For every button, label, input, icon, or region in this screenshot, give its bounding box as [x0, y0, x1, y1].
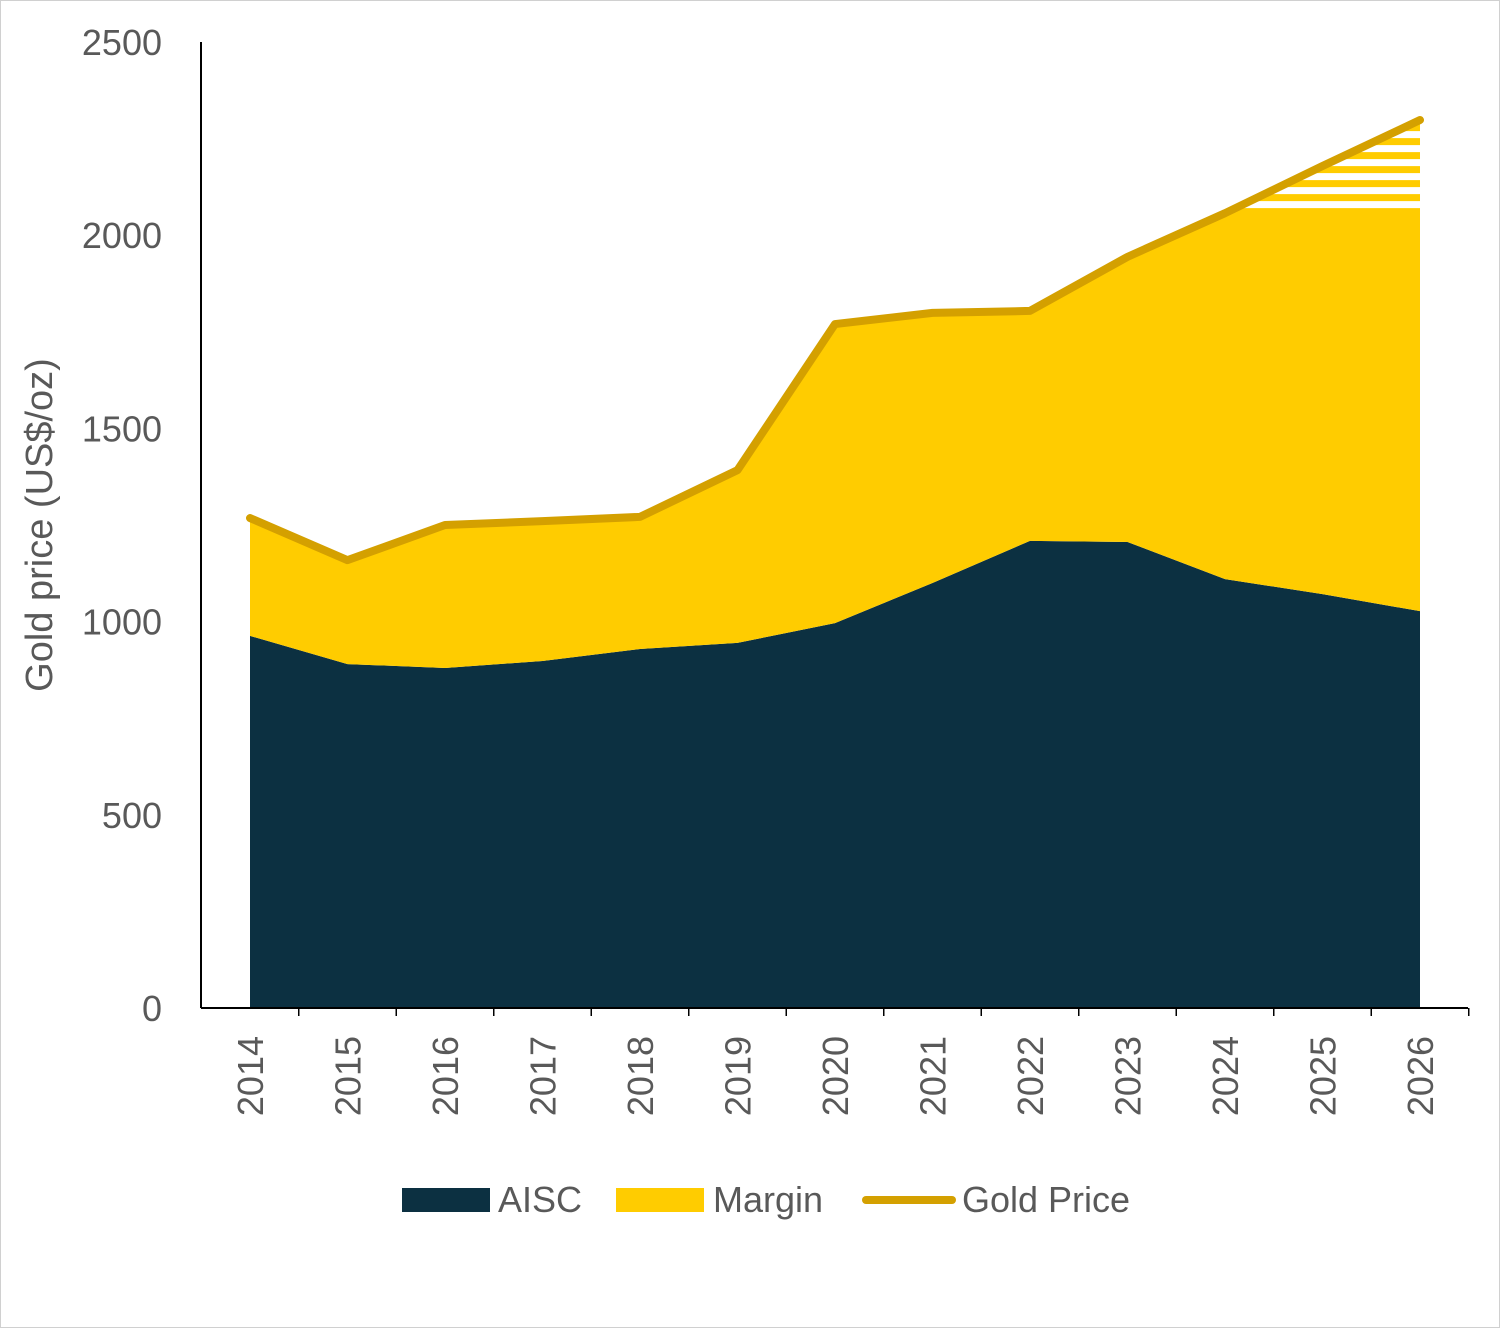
y-tick-label: 2000 — [82, 215, 162, 256]
line-gold-price — [246, 116, 1424, 565]
legend-label-aisc: AISC — [498, 1179, 582, 1220]
hatch-stripes — [250, 5, 1422, 209]
hatch-stripe — [250, 19, 1422, 26]
forecast-hatch — [250, 5, 1422, 209]
x-tick-label: 2022 — [1010, 1036, 1051, 1116]
x-tick-label: 2025 — [1303, 1036, 1344, 1116]
x-tick-label: 2020 — [815, 1036, 856, 1116]
y-tick-label: 1500 — [82, 408, 162, 449]
x-tick-label: 2026 — [1400, 1036, 1441, 1116]
y-axis-label: Gold price (US$/oz) — [19, 358, 61, 692]
y-tick-label: 1000 — [82, 602, 162, 643]
x-tick-label: 2019 — [718, 1036, 759, 1116]
area-aisc — [250, 540, 1420, 1008]
x-tick-label: 2018 — [620, 1036, 661, 1116]
hatch-stripe — [250, 173, 1420, 181]
x-tick-label: 2017 — [523, 1036, 564, 1116]
hatch-stripe — [250, 159, 1420, 167]
hatch-stripe — [250, 145, 1420, 153]
hatch-stripe — [250, 61, 1422, 68]
hatch-stripe — [250, 187, 1420, 195]
hatch-stripe — [250, 33, 1422, 40]
hatch-stripe — [250, 47, 1422, 54]
x-tick-label: 2023 — [1108, 1036, 1149, 1116]
hatch-stripe — [250, 75, 1422, 82]
hatch-stripe — [250, 103, 1422, 110]
legend: AISC Margin Gold Price — [402, 1179, 1130, 1220]
x-tick-label: 2021 — [913, 1036, 954, 1116]
legend-swatch-aisc — [402, 1188, 490, 1212]
hatch-stripe — [250, 131, 1420, 139]
x-tick-label: 2024 — [1205, 1036, 1246, 1116]
hatch-stripe — [250, 5, 1422, 12]
y-tick-label: 500 — [102, 795, 162, 836]
hatch-stripe — [250, 120, 1420, 125]
legend-swatch-margin — [616, 1188, 704, 1212]
x-tick-label: 2014 — [230, 1036, 271, 1116]
y-tick-label: 0 — [142, 988, 162, 1029]
hatch-stripe — [250, 89, 1422, 96]
y-tick-label: 2500 — [82, 22, 162, 63]
x-tick-label: 2015 — [328, 1036, 369, 1116]
x-tick-label: 2016 — [425, 1036, 466, 1116]
legend-label-gold-price: Gold Price — [962, 1179, 1130, 1220]
legend-label-margin: Margin — [713, 1179, 823, 1220]
